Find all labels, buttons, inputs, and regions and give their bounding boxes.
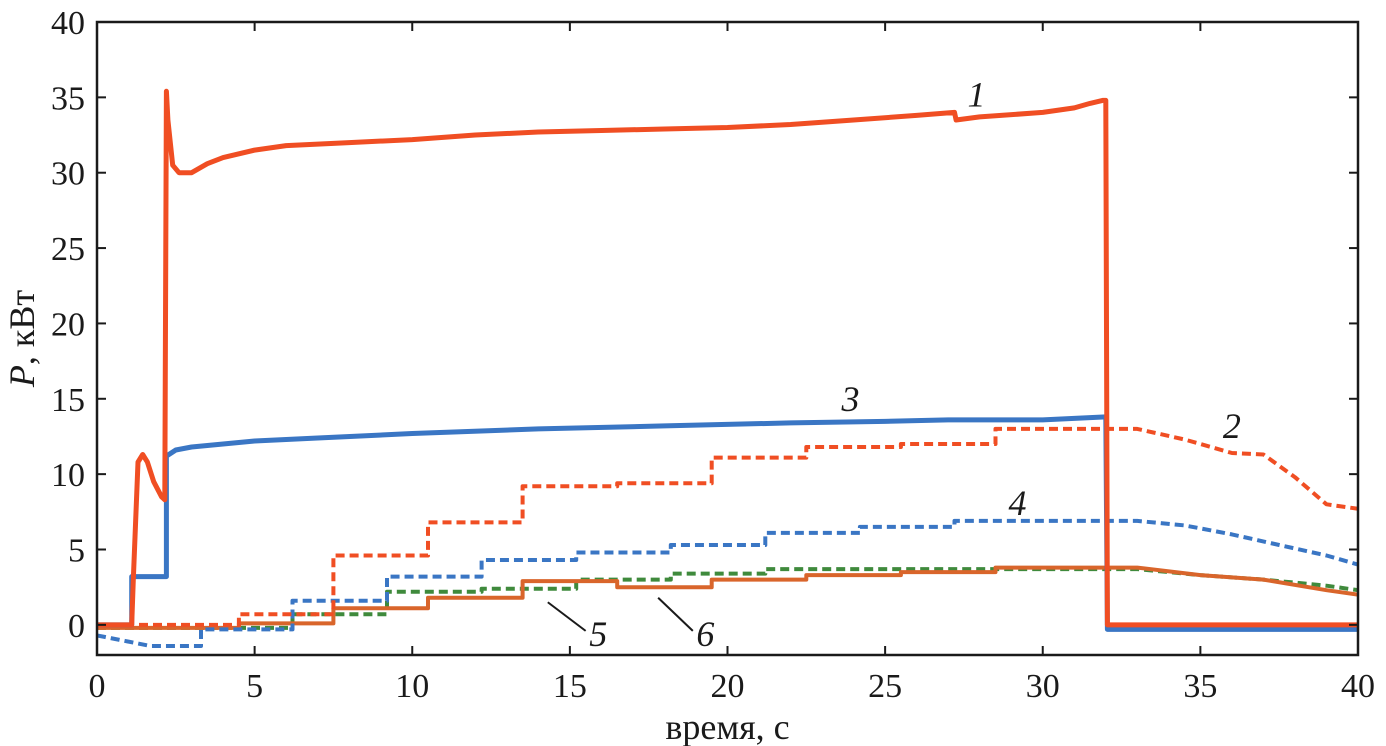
y-tick-label: 15: [51, 382, 85, 419]
series-line-4: [97, 518, 1358, 648]
y-tick-label: 20: [51, 306, 85, 343]
series-line-1: [97, 88, 1358, 628]
x-tick-label: 5: [246, 668, 263, 705]
x-tick-label: 40: [1341, 668, 1375, 705]
series-label-4: 4: [1009, 483, 1027, 523]
series-label-2: 2: [1223, 406, 1241, 446]
y-tick-label: 0: [68, 608, 85, 645]
y-axis-variable: P: [2, 365, 42, 388]
series-label-5: 5: [589, 614, 607, 654]
x-tick-label: 35: [1183, 668, 1217, 705]
y-tick-label: 30: [51, 156, 85, 193]
series-label-6: 6: [696, 614, 714, 654]
leader-line-1: [547, 601, 587, 632]
series-label-1: 1: [968, 74, 986, 114]
leader-line-2: [657, 597, 694, 632]
plot-frame: [95, 20, 1360, 657]
plot-marks: 1 3 2 4 5 6: [97, 74, 1358, 654]
x-tick-label: 0: [89, 668, 106, 705]
y-tick-label: 25: [51, 231, 85, 268]
series-line-3: [97, 414, 1358, 632]
x-tick-label: 15: [553, 668, 587, 705]
y-axis-label: P, кВт: [2, 290, 42, 389]
y-tick-label: 5: [68, 533, 85, 570]
x-tick-label: 20: [711, 668, 745, 705]
series-line-2: [97, 426, 1358, 627]
series-line-6: [97, 565, 1358, 630]
series-line-5: [97, 567, 1358, 630]
y-tick-label: 40: [51, 5, 85, 42]
x-axis-label: время, с: [665, 707, 789, 746]
x-tick-label: 10: [395, 668, 429, 705]
series-label-3: 3: [840, 379, 859, 419]
y-tick-label: 10: [51, 457, 85, 494]
y-tick-label: 35: [51, 80, 85, 117]
x-tick-label: 30: [1026, 668, 1060, 705]
y-axis-unit: , кВт: [2, 290, 42, 366]
x-tick-label: 25: [868, 668, 902, 705]
